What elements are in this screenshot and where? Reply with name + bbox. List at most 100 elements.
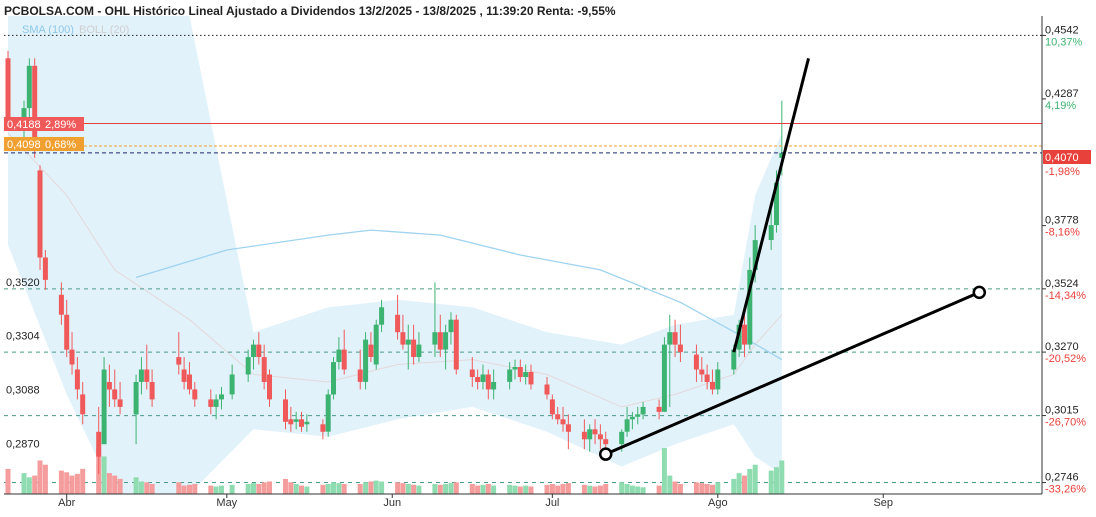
candle-body-86	[672, 332, 678, 345]
candle-body-0	[5, 58, 11, 121]
volume-bar-99	[774, 467, 779, 494]
volume-bar-49	[400, 483, 406, 494]
volume-bar-45	[368, 481, 374, 494]
tag-upper-orange-pct: 0,68%	[45, 139, 76, 151]
volume-bar-63	[507, 484, 513, 494]
volume-bar-85	[667, 475, 673, 494]
volume-bar-69	[549, 484, 555, 494]
candle-body-69	[549, 399, 555, 415]
y-tick-price-4: 0,3270	[1045, 341, 1079, 353]
candle-body-17	[138, 369, 144, 382]
candle-body-47	[379, 307, 385, 325]
candle-body-71	[560, 419, 566, 425]
volume-bar-6	[58, 470, 64, 494]
volume-bar-10	[80, 468, 86, 494]
candle-body-25	[213, 399, 219, 407]
volume-bar-15	[117, 478, 123, 494]
volume-bar-21	[181, 485, 187, 494]
candle-body-48	[395, 314, 401, 333]
volume-bar-81	[635, 486, 641, 494]
candle-body-3	[32, 65, 38, 146]
candle-body-5	[42, 257, 48, 280]
candle-body-41	[336, 349, 342, 362]
trendline-0-end-marker	[972, 285, 987, 300]
volume-bar-54	[437, 484, 443, 494]
candle-body-38	[320, 424, 326, 432]
volume-bar-47	[379, 481, 385, 494]
candle-body-33	[283, 399, 288, 422]
volume-bar-61	[485, 484, 491, 494]
volume-bar-59	[475, 485, 481, 494]
volume-bar-97	[752, 464, 758, 494]
candle-body-62	[491, 382, 497, 390]
candle-body-30	[256, 344, 262, 357]
volume-bar-67	[528, 486, 534, 494]
candle-body-73	[581, 431, 587, 440]
volume-bar-68	[544, 484, 550, 494]
candle-body-93	[731, 349, 737, 370]
legend-sma: SMA (100)	[22, 24, 74, 36]
candle-body-59	[475, 377, 481, 382]
candle-body-23	[192, 389, 198, 400]
volume-bar-48	[395, 482, 401, 494]
candle-body-70	[555, 414, 561, 420]
candle-body-68	[544, 384, 550, 395]
volume-bar-7	[64, 472, 70, 494]
candle-body-87	[677, 344, 683, 353]
candle-body-56	[448, 319, 454, 333]
volume-bar-32	[267, 481, 272, 494]
candle-body-79	[624, 419, 630, 432]
left-level-label-1: 0,3304	[6, 331, 40, 343]
volume-bar-57	[453, 482, 459, 494]
volume-bar-56	[448, 483, 454, 494]
candle-body-82	[640, 406, 646, 415]
candle-body-51	[411, 339, 417, 357]
candle-body-52	[416, 344, 422, 357]
candle-body-58	[469, 369, 475, 377]
volume-bar-89	[699, 483, 705, 494]
volume-bar-71	[560, 484, 566, 494]
y-tick-pct-2: -8,16%	[1045, 227, 1080, 239]
candle-body-83	[656, 406, 662, 412]
candle-body-50	[405, 339, 411, 345]
volume-bar-66	[523, 485, 529, 494]
volume-bar-0	[5, 468, 11, 494]
current-price-value: 0,4070	[1045, 152, 1079, 164]
candle-body-24	[208, 399, 214, 407]
candle-body-99	[774, 182, 779, 226]
volume-bar-92	[715, 482, 721, 494]
volume-bar-52	[416, 485, 422, 494]
trendline-0	[605, 290, 980, 456]
y-tick-price-1: 0,4287	[1045, 88, 1079, 100]
candle-body-6	[58, 294, 64, 315]
volume-bar-18	[144, 482, 150, 494]
x-tick-label-4: Ago	[708, 497, 728, 509]
y-tick-price-0: 0,4542	[1045, 24, 1079, 36]
candle-body-76	[597, 434, 603, 440]
volume-bar-95	[742, 475, 747, 494]
candle-body-22	[187, 374, 192, 390]
y-tick-pct-1: 4,19%	[1045, 100, 1076, 112]
volume-bar-24	[208, 485, 214, 494]
volume-bar-73	[581, 484, 587, 494]
volume-bar-58	[469, 484, 475, 494]
volume-bar-77	[603, 484, 609, 494]
volume-bar-1	[21, 473, 27, 494]
candle-body-81	[635, 414, 641, 417]
y-tick-pct-5: -26,70%	[1045, 417, 1086, 429]
candle-body-45	[368, 344, 374, 357]
candle-body-14	[112, 389, 118, 400]
volume-bar-37	[304, 486, 310, 494]
volume-bar-70	[555, 485, 561, 494]
volume-bar-31	[261, 482, 267, 494]
x-tick-label-1: May	[216, 497, 237, 509]
volume-bar-46	[373, 480, 379, 494]
volume-bar-33	[283, 478, 288, 494]
y-tick-price-3: 0,3524	[1045, 278, 1079, 290]
y-tick-pct-0: 10,37%	[1045, 36, 1083, 48]
candle-body-40	[331, 362, 336, 395]
volume-bar-26	[219, 485, 224, 494]
volume-bar-35	[293, 484, 299, 494]
volume-bar-9	[74, 473, 80, 494]
